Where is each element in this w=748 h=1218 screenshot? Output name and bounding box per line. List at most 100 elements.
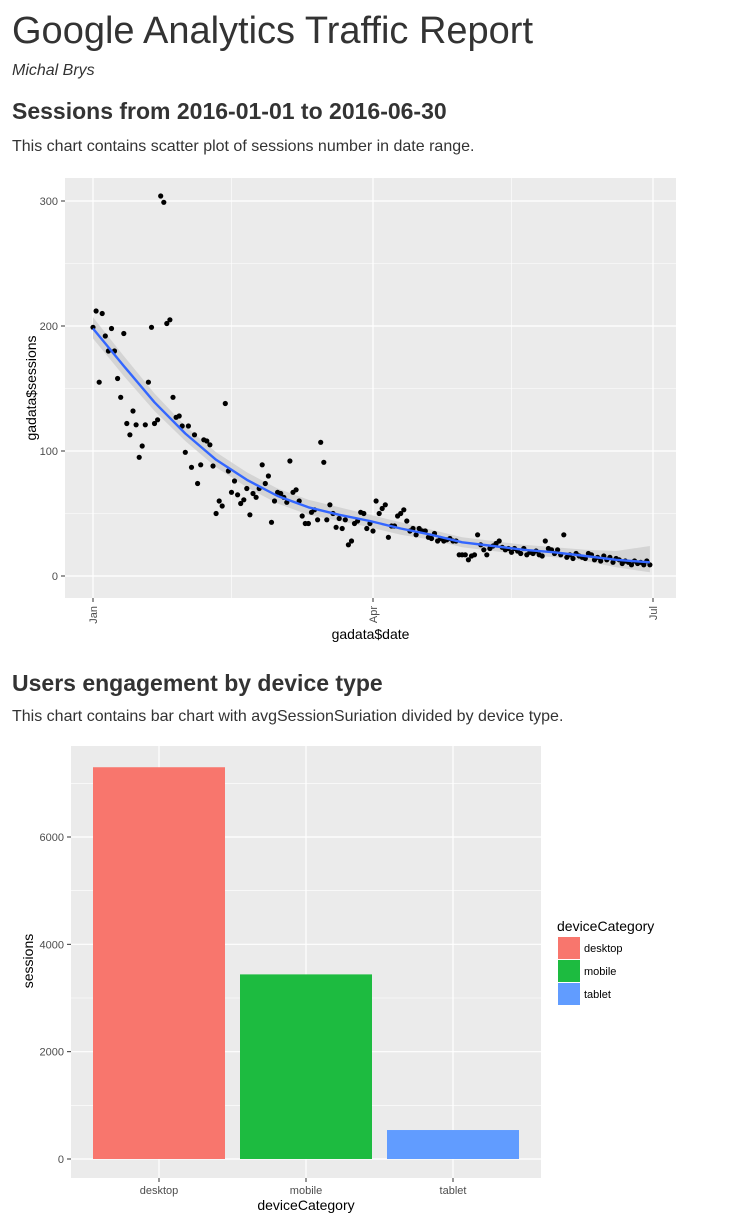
scatter-point — [142, 422, 148, 428]
scatter-point — [161, 199, 167, 205]
scatter-point — [176, 413, 182, 419]
section-heading-devices: Users engagement by device type — [12, 670, 383, 696]
bar-mobile — [240, 974, 372, 1159]
scatter-point — [361, 510, 367, 517]
scatter-x-tick-label: Jul — [648, 606, 660, 620]
scatter-point — [228, 489, 235, 495]
scatter-point — [182, 449, 188, 455]
sessions-scatter-chart: 0 100 200 300 Jan Apr Jul gadata$date gadata$ses… — [23, 178, 676, 642]
section-description-devices: This chart contains bar chart with avgSe… — [12, 708, 564, 725]
scatter-point — [170, 394, 176, 400]
scatter-point — [484, 552, 490, 558]
scatter-point — [376, 510, 382, 517]
scatter-point — [382, 502, 388, 508]
scatter-point — [158, 193, 164, 199]
bar-x-tick-label: mobile — [290, 1185, 322, 1197]
scatter-point — [327, 502, 333, 508]
scatter-point — [265, 473, 271, 479]
scatter-point — [539, 553, 545, 559]
scatter-y-tick-label: 100 — [40, 446, 58, 458]
scatter-point — [336, 515, 342, 522]
scatter-point — [167, 317, 173, 323]
scatter-point — [287, 458, 293, 464]
scatter-point — [315, 517, 321, 523]
scatter-point — [151, 420, 158, 427]
scatter-point — [222, 400, 228, 407]
bar-legend: deviceCategory desktop mobile tablet — [557, 918, 654, 1005]
scatter-point — [321, 459, 327, 465]
scatter-point — [348, 538, 355, 544]
scatter-point — [465, 557, 471, 563]
report-author: Michal Brys — [12, 62, 95, 79]
scatter-point — [124, 420, 130, 427]
scatter-point — [96, 379, 102, 385]
scatter-point — [339, 525, 345, 532]
bar-tablet — [387, 1130, 519, 1159]
scatter-point — [102, 333, 108, 339]
bar-y-tick-label: 0 — [58, 1154, 64, 1166]
scatter-x-axis-title: gadata$date — [332, 626, 410, 642]
bar-legend-swatch-mobile — [558, 960, 580, 982]
scatter-point — [385, 534, 391, 540]
scatter-point — [496, 538, 502, 544]
scatter-point — [93, 308, 99, 314]
scatter-point — [99, 310, 105, 317]
bar-legend-title: deviceCategory — [557, 918, 654, 934]
scatter-point — [241, 497, 247, 503]
scatter-point — [198, 462, 204, 468]
scatter-point — [204, 438, 210, 444]
bar-desktop — [93, 767, 225, 1159]
bar-y-tick-label: 2000 — [40, 1047, 64, 1059]
scatter-point — [191, 432, 198, 438]
scatter-x-tick-label: Jan — [88, 606, 100, 624]
scatter-point — [598, 558, 604, 564]
scatter-point — [570, 555, 576, 562]
scatter-point — [401, 507, 407, 513]
bar-legend-label-tablet: tablet — [584, 989, 611, 1001]
scatter-point — [647, 562, 653, 568]
scatter-point — [555, 547, 561, 553]
scatter-point — [130, 408, 136, 414]
bar-legend-label-mobile: mobile — [584, 966, 616, 978]
scatter-point — [413, 532, 419, 538]
scatter-point — [262, 480, 268, 487]
report-title: Google Analytics Traffic Report — [12, 10, 533, 52]
scatter-y-tick-label: 200 — [40, 321, 58, 333]
scatter-point — [250, 490, 256, 497]
scatter-point — [145, 379, 151, 385]
scatter-point — [641, 562, 647, 568]
scatter-point — [471, 552, 478, 558]
scatter-point — [195, 480, 201, 487]
scatter-point — [475, 532, 481, 538]
scatter-point — [136, 454, 142, 460]
scatter-point — [185, 423, 191, 429]
scatter-point — [508, 549, 515, 555]
scatter-point — [133, 422, 139, 428]
scatter-point — [121, 330, 127, 337]
scatter-point — [318, 439, 324, 445]
scatter-y-tick-label: 300 — [40, 196, 58, 208]
scatter-point — [253, 494, 259, 500]
scatter-point — [115, 375, 121, 382]
bar-x-axis-title: deviceCategory — [257, 1197, 354, 1213]
scatter-point — [379, 505, 385, 512]
bar-legend-swatch-desktop — [558, 937, 580, 959]
scatter-point — [364, 525, 370, 532]
scatter-point — [299, 513, 305, 519]
bar-legend-swatch-tablet — [558, 983, 580, 1005]
scatter-point — [148, 324, 155, 330]
scatter-point — [561, 532, 567, 538]
scatter-point — [216, 498, 222, 504]
section-heading-sessions: Sessions from 2016-01-01 to 2016-06-30 — [12, 98, 447, 124]
scatter-point — [373, 498, 379, 504]
scatter-point — [188, 464, 195, 470]
scatter-point — [207, 442, 213, 448]
scatter-point — [127, 432, 133, 438]
scatter-point — [108, 325, 115, 332]
scatter-point — [210, 463, 216, 469]
scatter-point — [231, 478, 238, 484]
scatter-point — [333, 524, 339, 530]
scatter-point — [164, 320, 170, 327]
scatter-smooth-line — [92, 327, 650, 564]
